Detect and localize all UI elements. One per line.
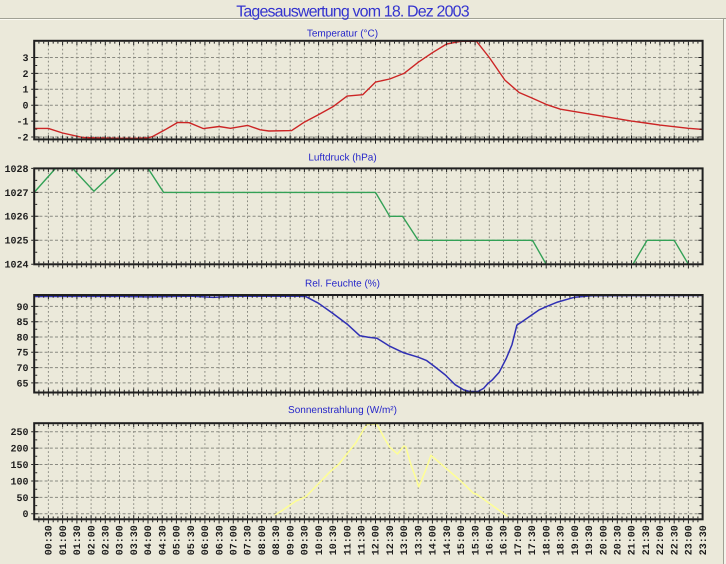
svg-text:Rel. Feuchte (%): Rel. Feuchte (%) xyxy=(305,279,380,290)
svg-text:07:30: 07:30 xyxy=(244,525,255,555)
svg-text:10:00: 10:00 xyxy=(315,525,326,555)
svg-text:1028: 1028 xyxy=(4,165,28,176)
svg-text:15:00: 15:00 xyxy=(457,525,468,555)
svg-text:08:00: 08:00 xyxy=(258,525,269,555)
svg-text:06:30: 06:30 xyxy=(215,525,226,555)
svg-text:0: 0 xyxy=(22,102,28,113)
svg-text:12:00: 12:00 xyxy=(372,525,383,555)
svg-text:19:30: 19:30 xyxy=(585,525,596,555)
svg-text:21:00: 21:00 xyxy=(628,525,639,555)
svg-text:09:00: 09:00 xyxy=(286,525,297,555)
svg-text:16:30: 16:30 xyxy=(500,525,511,555)
svg-text:21:30: 21:30 xyxy=(642,525,653,555)
svg-text:18:30: 18:30 xyxy=(557,525,568,555)
svg-text:11:00: 11:00 xyxy=(343,525,354,555)
svg-text:11:30: 11:30 xyxy=(358,525,369,555)
svg-text:04:00: 04:00 xyxy=(144,525,155,555)
svg-text:05:00: 05:00 xyxy=(173,525,184,555)
svg-text:13:00: 13:00 xyxy=(400,525,411,555)
svg-text:1027: 1027 xyxy=(4,189,28,200)
svg-text:1024: 1024 xyxy=(4,261,28,272)
svg-text:04:30: 04:30 xyxy=(158,525,169,555)
svg-text:22:30: 22:30 xyxy=(670,525,681,555)
svg-text:70: 70 xyxy=(16,364,28,375)
svg-text:20:30: 20:30 xyxy=(614,525,625,555)
svg-text:50: 50 xyxy=(16,494,28,505)
svg-text:80: 80 xyxy=(16,333,28,344)
svg-text:-1: -1 xyxy=(16,118,28,129)
svg-text:05:30: 05:30 xyxy=(187,525,198,555)
svg-text:02:00: 02:00 xyxy=(87,525,98,555)
svg-text:22:00: 22:00 xyxy=(656,525,667,555)
svg-text:250: 250 xyxy=(10,428,28,439)
svg-text:Sonnenstrahlung (W/m²): Sonnenstrahlung (W/m²) xyxy=(288,405,397,416)
svg-text:09:30: 09:30 xyxy=(301,525,312,555)
svg-text:Tagesauswertung vom 18. Dez 20: Tagesauswertung vom 18. Dez 2003 xyxy=(236,4,469,21)
svg-text:1025: 1025 xyxy=(4,237,28,248)
svg-text:01:30: 01:30 xyxy=(73,525,84,555)
svg-text:75: 75 xyxy=(16,349,28,360)
svg-text:100: 100 xyxy=(10,477,28,488)
svg-text:17:00: 17:00 xyxy=(514,525,525,555)
svg-text:07:00: 07:00 xyxy=(230,525,241,555)
svg-text:16:00: 16:00 xyxy=(486,525,497,555)
svg-text:23:30: 23:30 xyxy=(699,525,710,555)
svg-text:150: 150 xyxy=(10,461,28,472)
svg-text:14:00: 14:00 xyxy=(429,525,440,555)
svg-text:3: 3 xyxy=(22,54,28,65)
svg-text:12:30: 12:30 xyxy=(386,525,397,555)
svg-text:-2: -2 xyxy=(16,133,28,144)
svg-text:Temperatur (°C): Temperatur (°C) xyxy=(307,29,378,40)
svg-text:Luftdruck (hPa): Luftdruck (hPa) xyxy=(308,153,376,164)
svg-text:1026: 1026 xyxy=(4,213,28,224)
svg-text:18:00: 18:00 xyxy=(542,525,553,555)
svg-text:65: 65 xyxy=(16,379,28,390)
svg-text:2: 2 xyxy=(22,70,28,81)
svg-text:00:30: 00:30 xyxy=(45,525,56,555)
svg-text:08:30: 08:30 xyxy=(272,525,283,555)
svg-text:17:30: 17:30 xyxy=(528,525,539,555)
svg-text:01:00: 01:00 xyxy=(59,525,70,555)
svg-text:14:30: 14:30 xyxy=(443,525,454,555)
svg-text:90: 90 xyxy=(16,303,28,314)
svg-text:06:00: 06:00 xyxy=(201,525,212,555)
svg-text:23:00: 23:00 xyxy=(685,525,696,555)
svg-text:20:00: 20:00 xyxy=(599,525,610,555)
svg-text:02:30: 02:30 xyxy=(102,525,113,555)
svg-text:13:30: 13:30 xyxy=(414,525,425,555)
svg-text:1: 1 xyxy=(22,86,28,97)
svg-text:85: 85 xyxy=(16,318,28,329)
svg-text:200: 200 xyxy=(10,445,28,456)
svg-text:19:00: 19:00 xyxy=(571,525,582,555)
svg-text:10:30: 10:30 xyxy=(329,525,340,555)
svg-text:03:30: 03:30 xyxy=(130,525,141,555)
svg-text:0: 0 xyxy=(22,510,28,521)
svg-text:15:30: 15:30 xyxy=(471,525,482,555)
svg-text:03:00: 03:00 xyxy=(116,525,127,555)
